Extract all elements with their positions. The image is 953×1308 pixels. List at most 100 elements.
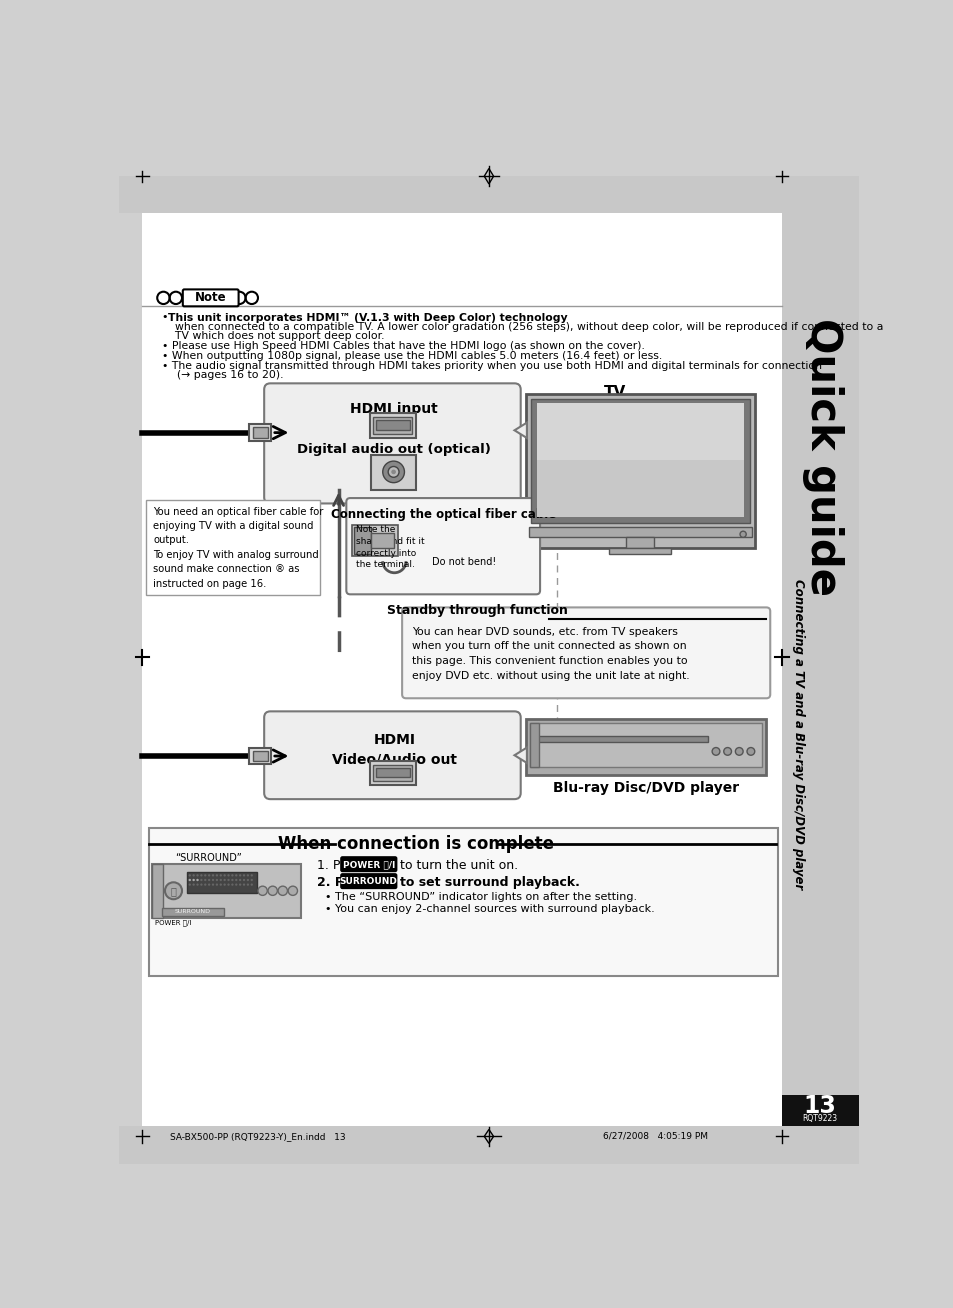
Circle shape [189,879,191,882]
Bar [781,1095,858,1126]
Bar [530,723,761,766]
Circle shape [227,874,230,876]
Text: ⏻: ⏻ [171,886,176,896]
Text: This unit incorporates HDMI™ (V.1.3 with Deep Color) technology: This unit incorporates HDMI™ (V.1.3 with… [168,313,567,323]
Bar [375,768,410,777]
Text: Note the
shape and fit it
correctly into
the terminal.: Note the shape and fit it correctly into… [355,525,424,569]
Text: When connection is complete: When connection is complete [277,835,554,853]
Text: Connecting the optical fiber cable: Connecting the optical fiber cable [331,508,556,521]
Bar [781,211,858,1127]
Bar [142,211,781,1127]
Bar [625,538,654,548]
Bar [537,403,743,460]
Bar [525,719,765,774]
Circle shape [251,883,253,886]
Bar [119,157,858,181]
Circle shape [227,883,230,886]
Text: when connected to a compatible TV. A lower color gradation (256 steps), without : when connected to a compatible TV. A low… [168,322,882,332]
Bar [369,413,416,438]
Circle shape [723,748,731,755]
Text: TV: TV [603,385,626,400]
Text: 13: 13 [802,1095,836,1118]
Circle shape [227,879,230,882]
Bar [162,908,224,916]
Text: Quick guide: Quick guide [801,318,843,596]
Circle shape [247,879,249,882]
Circle shape [219,883,222,886]
Circle shape [243,883,245,886]
Circle shape [189,883,191,886]
Circle shape [247,874,249,876]
Bar [375,420,410,429]
Circle shape [193,883,194,886]
Text: Standby through function: Standby through function [387,604,567,617]
Bar [373,765,412,781]
FancyBboxPatch shape [146,500,319,595]
Circle shape [234,883,237,886]
Circle shape [208,883,210,886]
Text: Blu-ray Disc/DVD player: Blu-ray Disc/DVD player [553,781,739,795]
FancyArrowPatch shape [273,749,285,763]
Circle shape [251,874,253,876]
Circle shape [196,879,198,882]
Circle shape [204,874,206,876]
Text: TV which does not support deep color.: TV which does not support deep color. [168,331,384,341]
FancyBboxPatch shape [264,383,520,504]
Bar [249,748,271,764]
Circle shape [204,883,206,886]
Circle shape [193,879,194,882]
Bar [537,736,707,742]
Text: POWER ⏻/I: POWER ⏻/I [155,920,192,926]
Text: to set surround playback.: to set surround playback. [399,876,579,889]
Bar [249,424,271,441]
Text: SURROUND: SURROUND [339,878,397,886]
Bar [373,417,412,434]
Text: SURROUND: SURROUND [174,909,211,914]
Text: Do not bend!: Do not bend! [432,557,496,568]
Text: Connecting a TV and a Blu-ray Disc/DVD player: Connecting a TV and a Blu-ray Disc/DVD p… [791,579,803,889]
Circle shape [189,874,191,876]
Circle shape [212,883,214,886]
Circle shape [208,879,210,882]
Circle shape [223,883,226,886]
Circle shape [231,883,233,886]
Bar [152,863,300,918]
Circle shape [215,879,218,882]
Circle shape [239,879,241,882]
Bar [530,399,749,523]
Circle shape [196,879,198,882]
Circle shape [200,883,202,886]
Text: • Please use High Speed HDMI Cables that have the HDMI logo (as shown on the cov: • Please use High Speed HDMI Cables that… [162,341,644,351]
FancyBboxPatch shape [346,498,539,594]
Circle shape [219,874,222,876]
Circle shape [165,883,182,899]
Circle shape [288,886,297,896]
Polygon shape [514,748,526,763]
Text: to turn the unit on.: to turn the unit on. [399,859,517,872]
Circle shape [243,874,245,876]
Text: • The audio signal transmitted through HDMI takes priority when you use both HDM: • The audio signal transmitted through H… [162,361,821,371]
Text: SA-BX500-PP (RQT9223-Y)_En.indd   13: SA-BX500-PP (RQT9223-Y)_En.indd 13 [170,1131,345,1141]
Circle shape [711,748,720,755]
Bar [371,455,416,489]
Circle shape [193,879,194,882]
Bar [530,723,538,766]
Text: • The “SURROUND” indicator lights on after the setting.: • The “SURROUND” indicator lights on aft… [324,892,636,903]
Circle shape [251,879,253,882]
Circle shape [193,874,194,876]
FancyArrowPatch shape [334,496,343,505]
Circle shape [204,879,206,882]
Bar [253,428,268,438]
FancyBboxPatch shape [264,712,520,799]
Bar [525,394,754,548]
Circle shape [382,462,404,483]
Circle shape [200,879,202,882]
FancyBboxPatch shape [340,857,396,871]
Circle shape [223,874,226,876]
Circle shape [268,886,277,896]
Circle shape [234,874,237,876]
Text: •: • [162,313,172,323]
Polygon shape [514,422,526,438]
Circle shape [189,879,191,882]
Text: HDMI
Video/Audio out: HDMI Video/Audio out [332,732,456,766]
